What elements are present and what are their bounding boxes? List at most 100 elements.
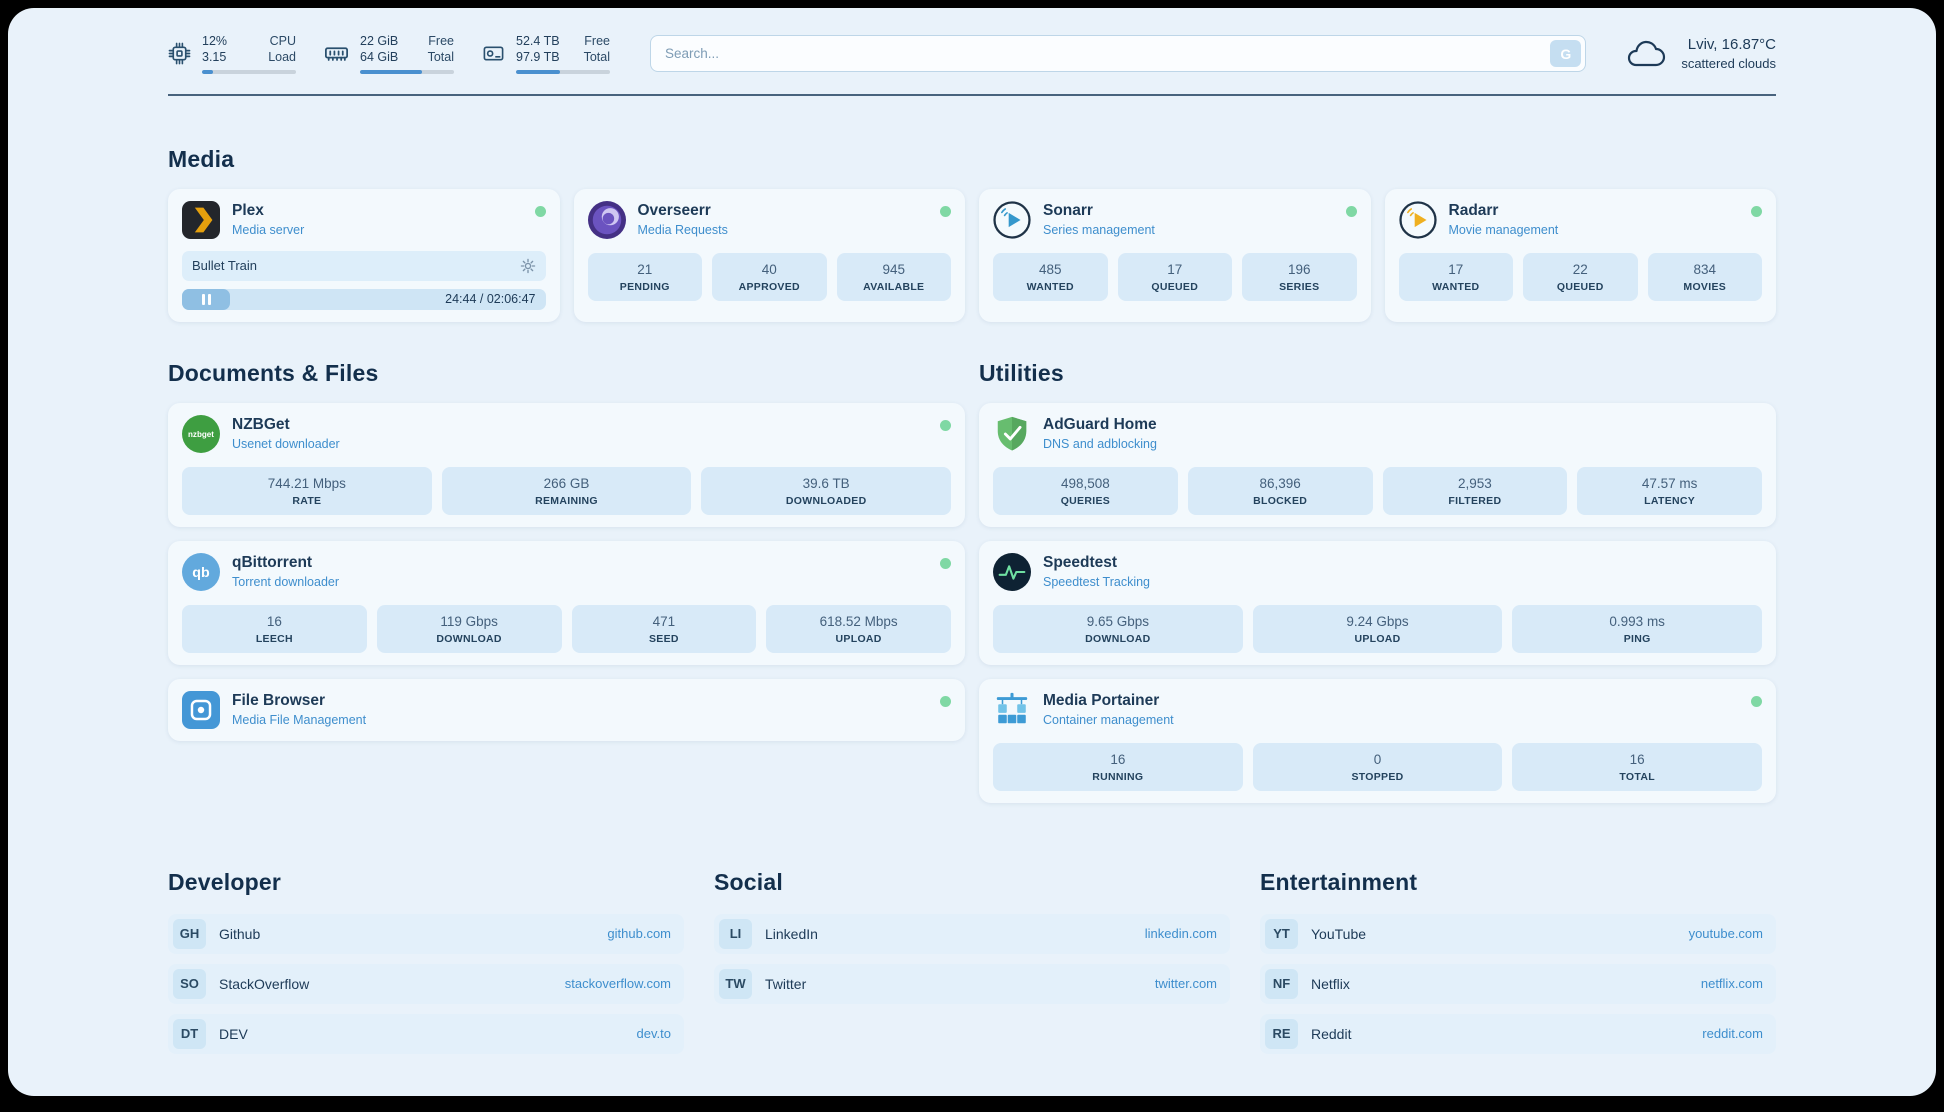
adguard-icon [997,416,1027,451]
nzbget-icon: nzbget [182,414,220,453]
status-online-dot [940,205,951,217]
app-description: Speedtest Tracking [1043,574,1151,589]
weather-location: Lviv, 16.87°C [1687,36,1776,54]
filebrowser-app-link[interactable]: File Browser Media File Management [182,690,951,729]
stat-box: 744.21 Mbps RATE [182,466,432,515]
gear-icon[interactable] [520,258,536,274]
cpu-progressbar [202,69,296,74]
stat-label: APPROVED [738,280,800,293]
entertainment-bookmarks: Entertainment YT YouTube youtube.com NF … [1260,869,1776,1064]
utilities-section-title: Utilities [979,359,1064,386]
playback-time: 24:44 / 02:06:47 [445,292,536,307]
stat-value: 17 [1167,261,1183,277]
bookmark-name: YouTube [1311,925,1367,942]
media-section-title: Media [168,145,235,172]
stat-box: 17 WANTED [1398,252,1513,301]
bookmark-twitter[interactable]: TW Twitter twitter.com [714,963,1230,1004]
stat-value: 834 [1693,261,1717,277]
stat-label: SERIES [1279,280,1320,293]
stat-value: 16 [266,613,282,629]
nzbget-stats: 744.21 Mbps RATE 266 GB REMAINING 39.6 T… [182,466,952,515]
overseerr-icon [587,200,626,239]
ram-widget: 22 GiB Free 64 GiB Total [324,34,454,74]
status-online-dot [940,695,951,707]
radarr-stats: 17 WANTED 22 QUEUED 834 MOVIES [1398,252,1762,301]
adguard-app-link[interactable]: AdGuard Home DNS and adblocking [993,415,1762,453]
filebrowser-icon [182,690,220,729]
stat-box: 9.65 Gbps DOWNLOAD [993,604,1243,653]
bookmark-reddit[interactable]: RE Reddit reddit.com [1260,1013,1776,1054]
bookmark-youtube[interactable]: YT YouTube youtube.com [1260,913,1776,954]
plex-icon [182,200,220,239]
stat-value: 16 [1629,751,1645,767]
portainer-stats: 16 RUNNING 0 STOPPED 16 TOTAL [993,742,1763,791]
qbittorrent-app-link[interactable]: qb qBittorrent Torrent downloader [182,552,951,591]
utilities-column: Utilities AdGuard Home DNS and adblockin… [979,360,1776,817]
stat-label: UPLOAD [835,632,882,645]
reddit-abbr-icon: RE [1265,1018,1298,1049]
weather-condition: scattered clouds [1681,56,1776,72]
overseerr-app-link[interactable]: Overseerr Media Requests [587,200,951,239]
disk-icon [482,42,505,65]
app-description: Media File Management [232,712,367,727]
stat-label: TOTAL [1619,770,1655,783]
bookmark-dev[interactable]: DT DEV dev.to [168,1013,684,1054]
search-engine-button[interactable]: G [1550,40,1582,68]
stat-label: FILTERED [1448,494,1502,507]
bookmark-name: Github [219,925,261,942]
status-online-dot [1345,205,1357,217]
overseerr-stats: 21 PENDING 40 APPROVED 945 AVAILABLE [587,252,951,301]
stat-label: RATE [292,494,322,507]
sonarr-app-link[interactable]: Sonarr Series management [993,201,1357,239]
ram-progressbar [360,69,454,74]
bookmark-stackoverflow[interactable]: SO StackOverflow stackoverflow.com [168,963,684,1004]
stat-value: 618.52 Mbps [819,613,898,629]
bookmark-netflix[interactable]: NF Netflix netflix.com [1260,963,1776,1004]
cpu-icon [168,42,191,65]
bookmark-name: Twitter [765,975,807,992]
playback-progressbar[interactable]: 24:44 / 02:06:47 [182,288,546,310]
disk-free-label: Free [584,34,610,48]
stat-label: DOWNLOAD [436,632,502,645]
bookmark-github[interactable]: GH Github github.com [168,913,684,954]
sonarr-card: Sonarr Series management 485 WANTED 17 Q… [979,188,1371,322]
portainer-app-link[interactable]: Media Portainer Container management [993,691,1762,729]
radarr-icon [1398,201,1437,239]
stat-value: 498,508 [1060,475,1110,491]
netflix-abbr-icon: NF [1265,968,1298,999]
stat-box: 39.6 TB DOWNLOADED [701,466,952,515]
twitter-abbr-icon: TW [719,968,752,999]
weather-widget: Lviv, 16.87°C scattered clouds [1624,36,1776,71]
stat-value: 17 [1448,261,1464,277]
stat-box: 266 GB REMAINING [441,466,692,515]
nzbget-app-link[interactable]: nzbget NZBGet Usenet downloader [182,414,951,453]
search-input[interactable] [650,35,1587,73]
app-description: Movie management [1448,222,1559,237]
stat-value: 9.24 Gbps [1346,613,1409,629]
ram-free-value: 22 GiB [360,34,399,48]
app-description: Media Requests [637,222,728,237]
stat-box: 196 SERIES [1242,252,1357,301]
stat-value: 196 [1287,261,1311,277]
app-name: qBittorrent [232,553,313,571]
stat-box: 119 Gbps DOWNLOAD [376,604,562,653]
search-box: G [650,35,1587,73]
pause-button[interactable] [182,288,230,310]
cpu-percent: 12% [202,34,228,48]
header-divider [168,93,1776,96]
filebrowser-card: File Browser Media File Management [168,678,965,741]
radarr-app-link[interactable]: Radarr Movie management [1398,201,1762,239]
adguard-stats: 498,508 QUERIES 86,396 BLOCKED 2,953 FIL… [993,466,1762,515]
bookmark-linkedin[interactable]: LI LinkedIn linkedin.com [714,913,1230,954]
plex-app-link[interactable]: Plex Media server [182,200,546,239]
app-name: Radarr [1448,201,1499,219]
portainer-icon [996,692,1028,724]
app-name: Overseerr [637,201,711,219]
ram-total-label: Total [427,50,454,65]
stat-box: 618.52 Mbps UPLOAD [766,604,951,653]
disk-free-value: 52.4 TB [516,34,560,48]
speedtest-app-link[interactable]: Speedtest Speedtest Tracking [993,552,1762,591]
now-playing-item: Bullet Train [182,250,546,281]
stat-box: 9.24 Gbps UPLOAD [1252,604,1503,653]
cpu-widget: 12% CPU 3.15 Load [168,34,296,74]
